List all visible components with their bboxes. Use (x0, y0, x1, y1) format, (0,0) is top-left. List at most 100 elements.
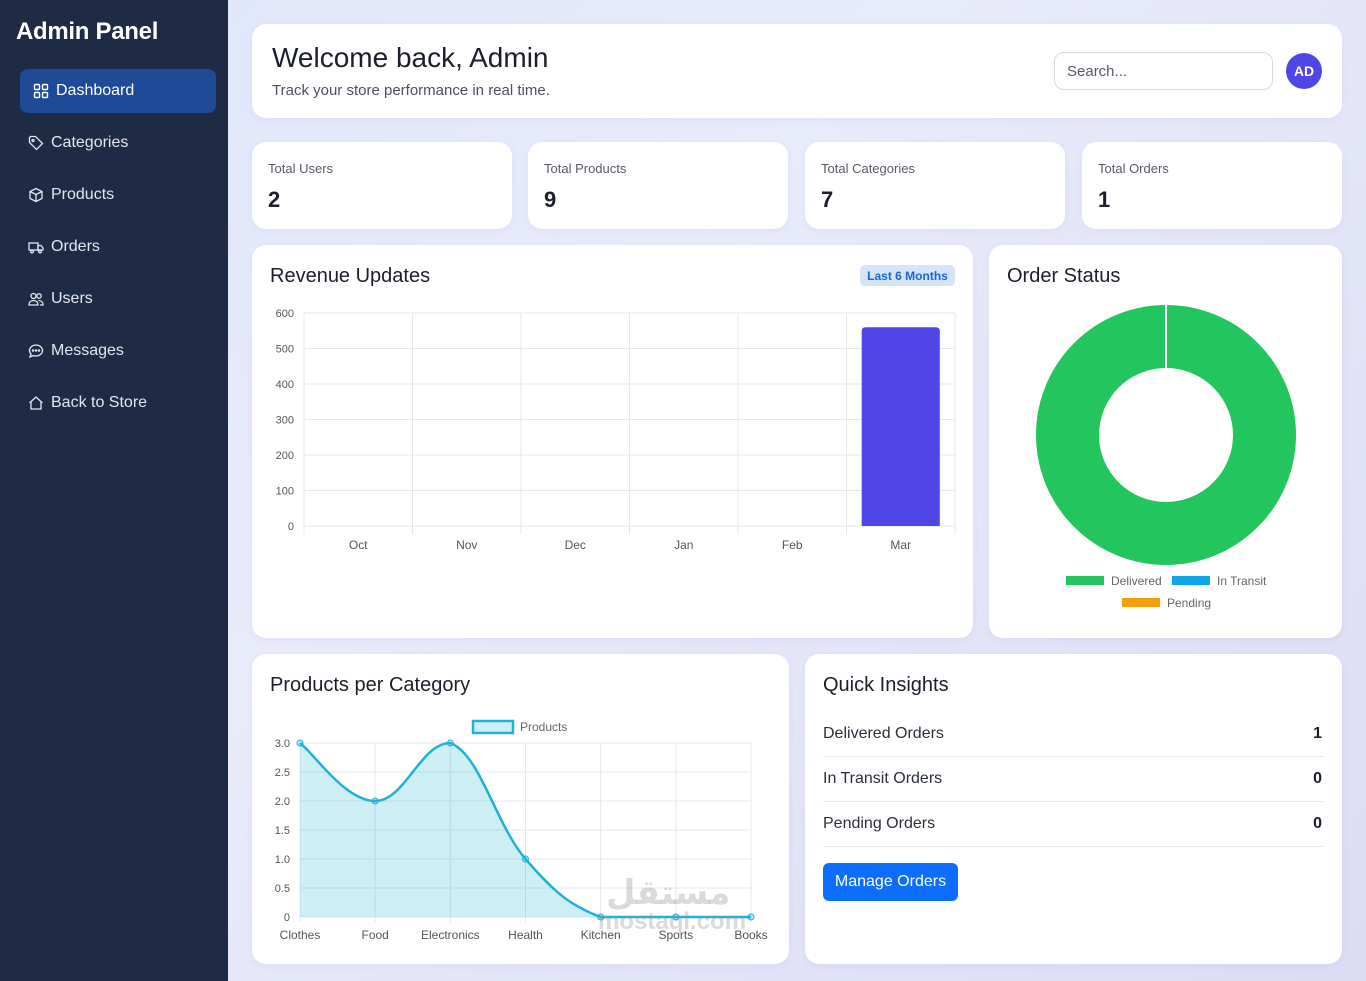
y-tick-label: 3.0 (275, 738, 290, 750)
y-tick-label: 0 (288, 521, 294, 533)
box-icon (27, 186, 45, 204)
stat-label: Total Products (544, 161, 627, 176)
sidebar-item-products[interactable]: Products (20, 173, 216, 217)
home-icon (27, 394, 45, 412)
order-status-card: Order Status Delivered In Transit Pending (989, 245, 1342, 638)
sidebar-item-label: Users (51, 290, 93, 307)
search-input[interactable] (1054, 52, 1273, 90)
data-point (522, 855, 529, 863)
y-tick-label: 600 (276, 308, 294, 320)
legend-label: Delivered (1111, 574, 1162, 588)
x-tick-label: Sports (658, 928, 693, 942)
x-tick-label: Food (361, 928, 388, 942)
page-subtitle: Track your store performance in real tim… (272, 82, 550, 99)
data-point (446, 739, 454, 747)
manage-orders-button[interactable]: Manage Orders (823, 863, 958, 901)
legend-label: Pending (1167, 596, 1211, 610)
insight-row-in-transit: In Transit Orders 0 (823, 757, 1324, 802)
stat-card-users: Total Users 2 (252, 142, 512, 229)
stat-value: 2 (268, 187, 281, 212)
period-badge: Last 6 Months (860, 265, 955, 286)
header-card: Welcome back, Admin Track your store per… (252, 24, 1342, 118)
stat-label: Total Categories (821, 161, 915, 176)
stat-value: 9 (544, 187, 557, 212)
sidebar-item-label: Products (51, 186, 115, 203)
quick-insights-card: Quick Insights Delivered Orders 1 In Tra… (805, 654, 1342, 964)
sidebar: Admin Panel Dashboard Categories Product… (0, 0, 228, 981)
x-tick-label: Jan (674, 538, 693, 552)
y-tick-label: 2.0 (275, 796, 290, 808)
stat-card-products: Total Products 9 (528, 142, 788, 229)
legend-swatch (1172, 576, 1210, 585)
y-tick-label: 0 (284, 912, 290, 924)
stat-label: Total Orders (1098, 161, 1169, 176)
watermark-latin: mostaql.com (598, 908, 747, 935)
truck-icon (27, 238, 45, 256)
stat-card-categories: Total Categories 7 (805, 142, 1065, 229)
y-tick-label: 0.5 (275, 883, 290, 895)
data-point (371, 797, 379, 805)
insight-row-delivered: Delivered Orders 1 (823, 712, 1324, 757)
revenue-card: Revenue Updates Last 6 Months 0 100 200 300… (252, 245, 973, 638)
grid-icon (32, 82, 50, 100)
y-tick-label: 200 (276, 450, 294, 462)
watermark-arabic: مستقل (606, 874, 731, 912)
order-status-donut-chart: Delivered In Transit Pending (1036, 305, 1296, 610)
x-tick-label: Health (508, 928, 543, 942)
sidebar-item-dashboard[interactable]: Dashboard (20, 69, 216, 113)
data-point (672, 913, 680, 921)
legend-swatch (471, 719, 515, 735)
x-tick-label: Oct (349, 538, 368, 552)
insights-title: Quick Insights (823, 674, 949, 696)
sidebar-item-messages[interactable]: Messages (20, 329, 216, 373)
insight-row-pending: Pending Orders 0 (823, 802, 1324, 847)
y-tick-label: 1.5 (275, 825, 290, 837)
insight-value: 0 (1313, 815, 1322, 832)
x-tick-label: Dec (565, 538, 586, 552)
watermark: مستقل mostaql.com (598, 876, 746, 934)
legend-label: Products (520, 720, 567, 734)
sidebar-item-label: Messages (51, 342, 124, 359)
sidebar-item-label: Dashboard (56, 82, 135, 99)
page-title: Welcome back, Admin (272, 42, 549, 73)
ppc-title: Products per Category (270, 674, 471, 696)
y-tick-label: 500 (276, 344, 294, 356)
chat-icon (27, 342, 45, 360)
x-tick-label: Feb (782, 538, 803, 552)
series-line (299, 741, 751, 919)
x-tick-label: Clothes (280, 928, 321, 942)
tag-icon (27, 134, 45, 152)
sidebar-nav: Dashboard Categories Products Orders Use… (20, 69, 216, 433)
products-line-chart: 0 0.5 1.0 1.5 2.0 2.5 3.0 Clothes Food Electronic… (275, 719, 768, 942)
stat-card-orders: Total Orders 1 (1082, 142, 1342, 229)
x-tick-label: Mar (890, 538, 911, 552)
insight-label: Delivered Orders (823, 725, 944, 742)
y-tick-label: 2.5 (275, 767, 290, 779)
sidebar-item-label: Orders (51, 238, 100, 255)
products-per-category-card: Products per Category 0 0.5 1.0 1.5 2.0 2.5 3.… (252, 654, 789, 964)
legend-label: In Transit (1217, 574, 1267, 588)
legend-swatch (1066, 576, 1104, 585)
avatar[interactable]: AD (1286, 53, 1322, 89)
revenue-bar (861, 327, 940, 526)
sidebar-item-users[interactable]: Users (20, 277, 216, 321)
stat-value: 7 (821, 187, 834, 212)
order-status-title: Order Status (1007, 265, 1121, 287)
data-point (296, 739, 304, 747)
x-tick-label: Kitchen (581, 928, 621, 942)
x-tick-label: Electronics (421, 928, 480, 942)
stat-value: 1 (1098, 187, 1111, 212)
legend-swatch (1122, 598, 1160, 607)
revenue-title: Revenue Updates (270, 265, 431, 287)
sidebar-item-label: Categories (51, 134, 129, 151)
insight-value: 1 (1313, 725, 1322, 742)
sidebar-item-back-to-store[interactable]: Back to Store (20, 381, 216, 425)
sidebar-item-label: Back to Store (51, 394, 148, 411)
y-tick-label: 300 (276, 415, 294, 427)
sidebar-item-categories[interactable]: Categories (20, 121, 216, 165)
sidebar-item-orders[interactable]: Orders (20, 225, 216, 269)
brand-title: Admin Panel (16, 18, 159, 45)
x-tick-label: Nov (456, 538, 477, 552)
y-tick-label: 1.0 (275, 854, 290, 866)
insight-label: Pending Orders (823, 815, 936, 832)
